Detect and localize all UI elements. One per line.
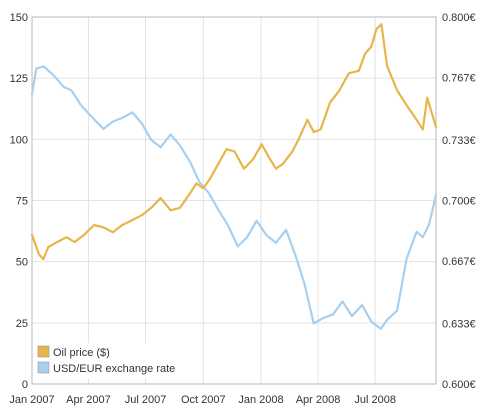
- y-left-ticks: 0 25 50 75 100 125 150: [10, 12, 28, 391]
- x-tick-label: Oct 2007: [181, 394, 226, 406]
- x-tick-label: Jul 2007: [125, 394, 167, 406]
- oil-price-series-line: [30, 23, 438, 261]
- x-tick-label: Apr 2007: [66, 394, 111, 406]
- y-left-tick-label: 25: [16, 318, 28, 330]
- plot-border: [31, 16, 437, 385]
- x-tick-label: Jan 2007: [9, 394, 54, 406]
- x-tick-label: Jan 2008: [238, 394, 283, 406]
- y-left-tick-label: 50: [16, 257, 28, 269]
- y-left-tick-label: 75: [16, 196, 28, 208]
- y-right-tick-label: 0.600€: [442, 379, 476, 391]
- x-ticks: Jan 2007 Apr 2007 Jul 2007 Oct 2007 Jan 2008…: [9, 394, 396, 406]
- y-right-ticks: 0.600€ 0.633€ 0.667€ 0.700€ 0.733€ 0.767€ 0.80…: [442, 12, 476, 391]
- usd-eur-series-line: [30, 65, 438, 330]
- y-right-tick-label: 0.700€: [442, 196, 476, 208]
- series-layer: [30, 23, 438, 330]
- y-left-tick-label: 150: [10, 12, 28, 24]
- x-tick-label: Apr 2008: [296, 394, 341, 406]
- y-right-tick-label: 0.767€: [442, 73, 476, 85]
- plot-frame: [31, 16, 437, 385]
- y-left-tick-label: 0: [22, 379, 28, 391]
- y-right-tick-label: 0.733€: [442, 135, 476, 147]
- legend-swatch: [37, 361, 50, 374]
- y-left-tick-label: 100: [10, 134, 28, 146]
- grid: [31, 16, 436, 385]
- y-right-tick-label: 0.800€: [442, 12, 476, 24]
- legend-label: USD/EUR exchange rate: [53, 363, 175, 375]
- legend: Oil price ($) USD/EUR exchange rate: [36, 343, 180, 379]
- legend-swatch: [37, 345, 50, 358]
- legend-label: Oil price ($): [53, 347, 110, 359]
- y-right-tick-label: 0.667€: [442, 256, 476, 268]
- legend-box: [36, 343, 180, 379]
- x-tick-label: Jul 2008: [354, 394, 396, 406]
- y-right-tick-label: 0.633€: [442, 318, 476, 330]
- y-left-tick-label: 125: [10, 73, 28, 85]
